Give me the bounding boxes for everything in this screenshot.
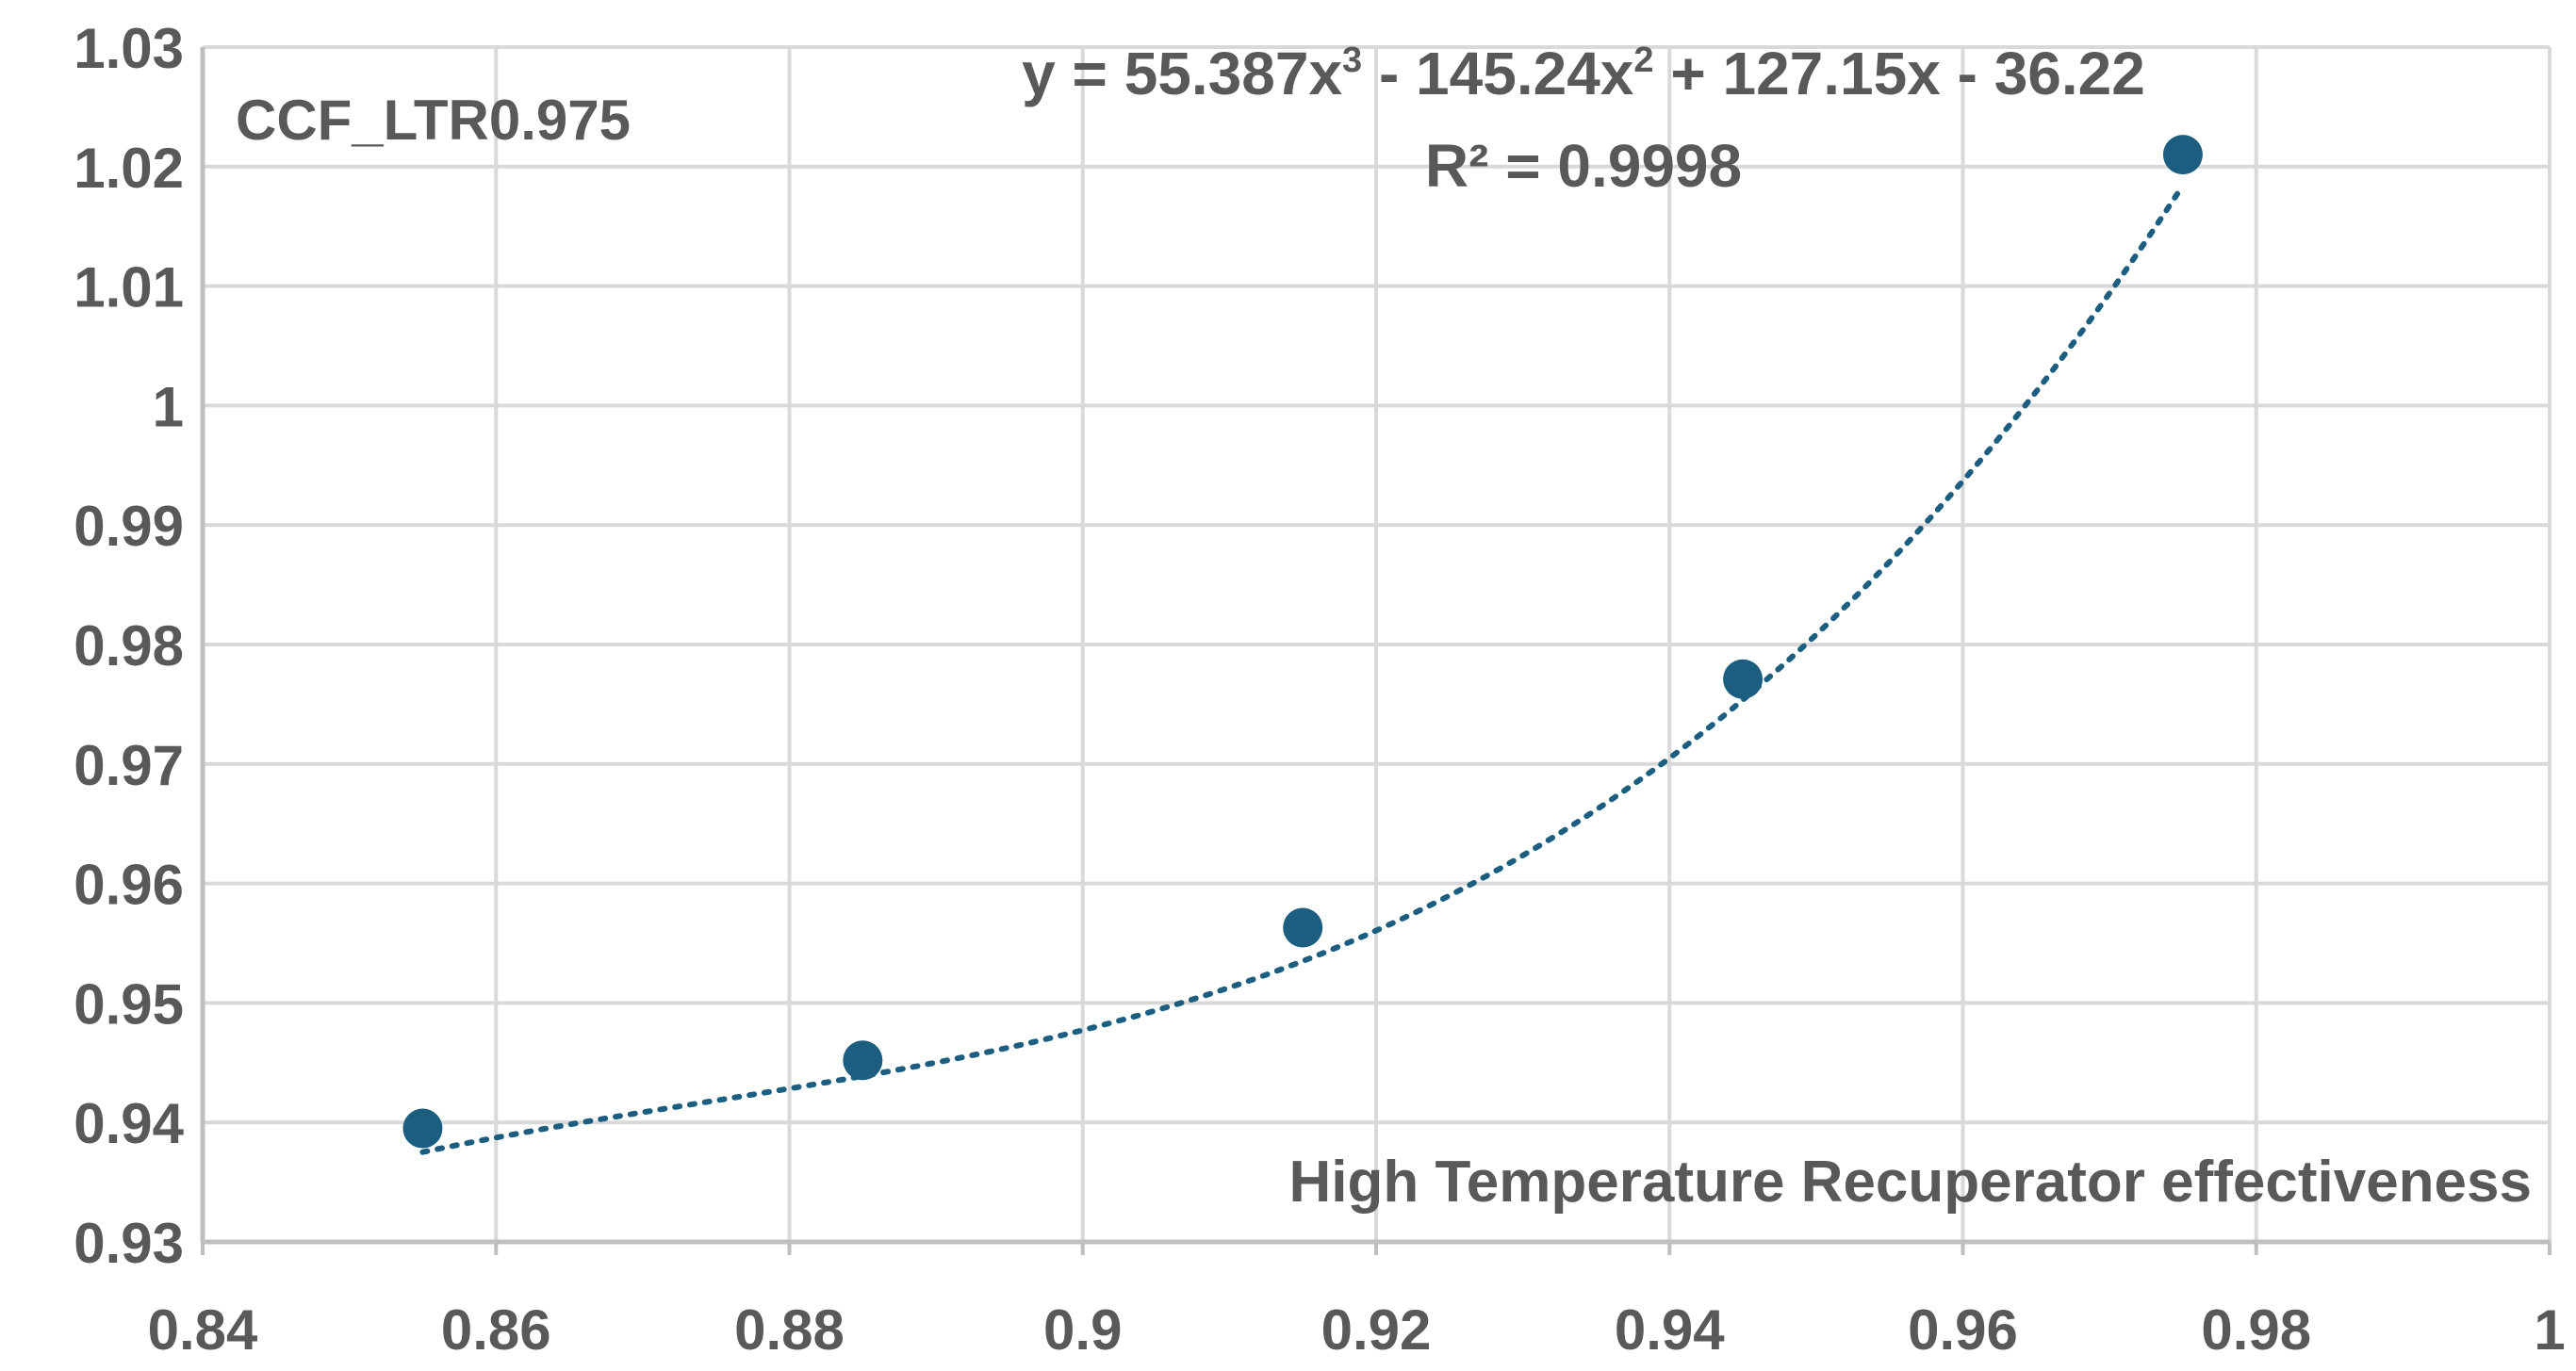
x-tick-label: 0.84	[148, 1298, 258, 1362]
x-tick-label: 0.96	[1908, 1298, 2018, 1362]
equation-part: - 145.24x	[1362, 40, 1634, 107]
y-tick-label: 0.96	[74, 854, 184, 917]
y-tick-label: 0.98	[74, 614, 184, 677]
x-tick-label: 0.9	[1043, 1298, 1122, 1362]
grid	[201, 45, 2551, 1244]
x-tick-label: 0.86	[441, 1298, 551, 1362]
y-tick-label: 1	[153, 375, 184, 438]
y-tick-label: 0.93	[74, 1212, 184, 1275]
equation-exponent: 3	[1342, 41, 1362, 80]
y-tick-label: 0.94	[74, 1092, 184, 1155]
y-tick-label: 0.99	[74, 495, 184, 558]
series-label: CCF_LTR0.975	[236, 89, 631, 152]
r-squared-label: R² = 0.9998	[1425, 132, 1742, 200]
y-tick-label: 0.95	[74, 972, 184, 1036]
y-tick-label: 0.97	[74, 734, 184, 797]
equation-exponent: 2	[1633, 41, 1653, 80]
equation-part: + 127.15x - 36.22	[1654, 40, 2145, 107]
data-point	[2162, 135, 2203, 175]
y-tick-label: 1.02	[74, 137, 184, 200]
x-tick-label: 0.94	[1615, 1298, 1725, 1362]
x-axis-title: High Temperature Recuperator effectivene…	[1289, 1150, 2533, 1215]
x-tick-label: 0.98	[2201, 1298, 2311, 1362]
data-point	[1723, 659, 1764, 699]
trendline-path	[419, 182, 2186, 1155]
y-tick-label: 1.03	[74, 17, 184, 80]
axes: 0.930.940.950.960.970.980.9911.011.021.0…	[74, 17, 2565, 1362]
x-tick-label: 1	[2534, 1298, 2565, 1362]
data-point	[843, 1040, 883, 1081]
labels: CCF_LTR0.975 High Temperature Recuperato…	[236, 40, 2532, 1215]
x-tick-label: 0.88	[734, 1298, 845, 1362]
data-points	[402, 135, 2203, 1149]
equation-part: y = 55.387x	[1022, 40, 1342, 107]
data-point	[402, 1108, 443, 1149]
x-tick-label: 0.92	[1321, 1298, 1432, 1362]
data-point	[1283, 907, 1323, 948]
y-tick-label: 1.01	[74, 256, 184, 319]
trendline	[419, 182, 2186, 1155]
trendline-equation: y = 55.387x3 - 145.24x2 + 127.15x - 36.2…	[1022, 40, 2145, 107]
